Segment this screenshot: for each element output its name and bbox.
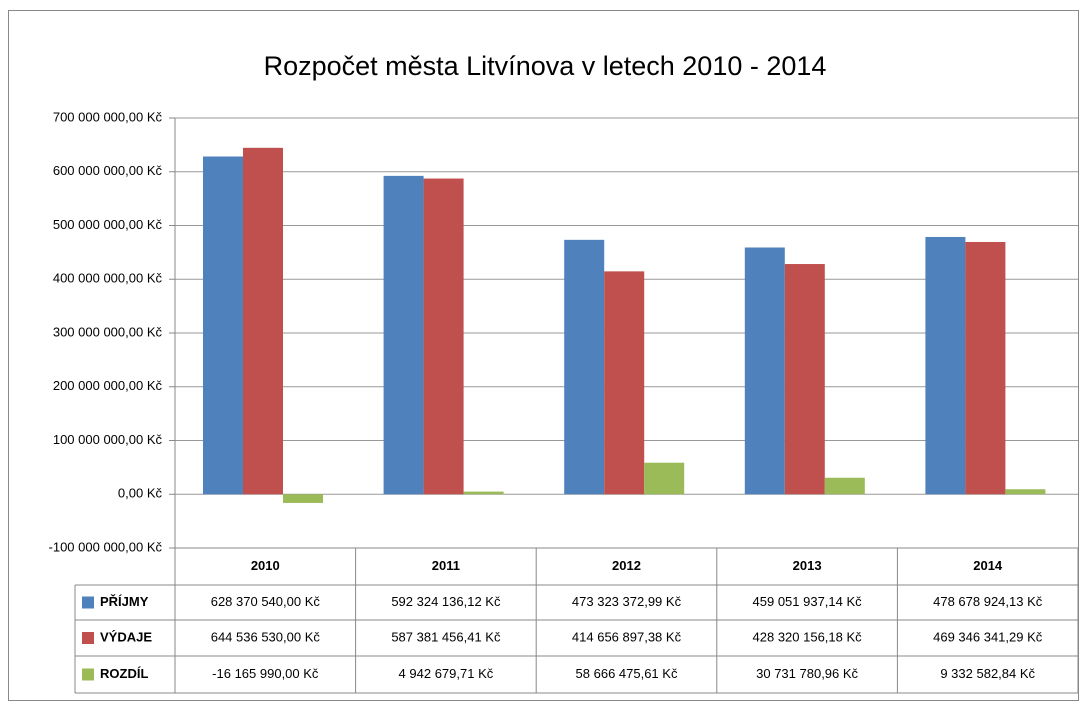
x-tick-label: 2014 xyxy=(973,558,1003,573)
table-cell: 478 678 924,13 Kč xyxy=(933,594,1043,609)
y-tick-label: 700 000 000,00 Kč xyxy=(53,109,163,124)
bar xyxy=(283,494,323,503)
table-cell: 628 370 540,00 Kč xyxy=(211,594,321,609)
legend-label: ROZDÍL xyxy=(100,666,148,681)
chart-title: Rozpočet města Litvínova v letech 2010 -… xyxy=(264,51,827,81)
y-tick-label: 500 000 000,00 Kč xyxy=(53,217,163,232)
x-tick-label: 2013 xyxy=(793,558,822,573)
legend-label: PŘÍJMY xyxy=(100,594,149,609)
table-cell: -16 165 990,00 Kč xyxy=(212,666,319,681)
table-cell: 428 320 156,18 Kč xyxy=(753,629,863,644)
x-tick-label: 2012 xyxy=(612,558,641,573)
legend-swatch xyxy=(82,596,94,609)
table-cell: 644 536 530,00 Kč xyxy=(211,629,321,644)
bar xyxy=(644,462,685,495)
bar xyxy=(824,477,865,495)
bar xyxy=(1005,489,1046,495)
table-cell: 4 942 679,71 Kč xyxy=(399,666,494,681)
bar xyxy=(604,271,645,495)
y-tick-label: 100 000 000,00 Kč xyxy=(53,432,163,447)
y-tick-label: 600 000 000,00 Kč xyxy=(53,163,163,178)
bar xyxy=(784,264,825,495)
table-cell: 592 324 136,12 Kč xyxy=(391,594,501,609)
chart-border xyxy=(8,10,1079,701)
table-cell: 473 323 372,99 Kč xyxy=(572,594,682,609)
bar xyxy=(423,178,464,495)
y-tick-label: 200 000 000,00 Kč xyxy=(53,378,163,393)
legend-swatch xyxy=(82,668,94,681)
bar xyxy=(744,247,785,495)
bar xyxy=(463,491,504,495)
x-tick-label: 2010 xyxy=(251,558,280,573)
bar xyxy=(564,239,605,495)
bar xyxy=(383,175,424,495)
legend-swatch xyxy=(82,632,94,644)
y-tick-label: -100 000 000,00 Kč xyxy=(49,539,163,554)
legend-label: VÝDAJE xyxy=(100,629,152,644)
table-cell: 587 381 456,41 Kč xyxy=(391,629,501,644)
table-cell: 459 051 937,14 Kč xyxy=(753,594,863,609)
y-tick-label: 400 000 000,00 Kč xyxy=(53,271,163,286)
table-cell: 414 656 897,38 Kč xyxy=(572,629,682,644)
bar xyxy=(203,156,243,495)
bar xyxy=(965,241,1006,495)
bar xyxy=(925,236,966,495)
table-cell: 30 731 780,96 Kč xyxy=(756,666,858,681)
x-tick-label: 2011 xyxy=(432,558,460,573)
table-cell: 58 666 475,61 Kč xyxy=(576,666,678,681)
table-cell: 9 332 582,84 Kč xyxy=(940,666,1035,681)
y-tick-label: 300 000 000,00 Kč xyxy=(53,324,163,339)
y-tick-label: 0,00 Kč xyxy=(118,486,163,501)
bar xyxy=(243,147,283,495)
table-cell: 469 346 341,29 Kč xyxy=(933,629,1043,644)
